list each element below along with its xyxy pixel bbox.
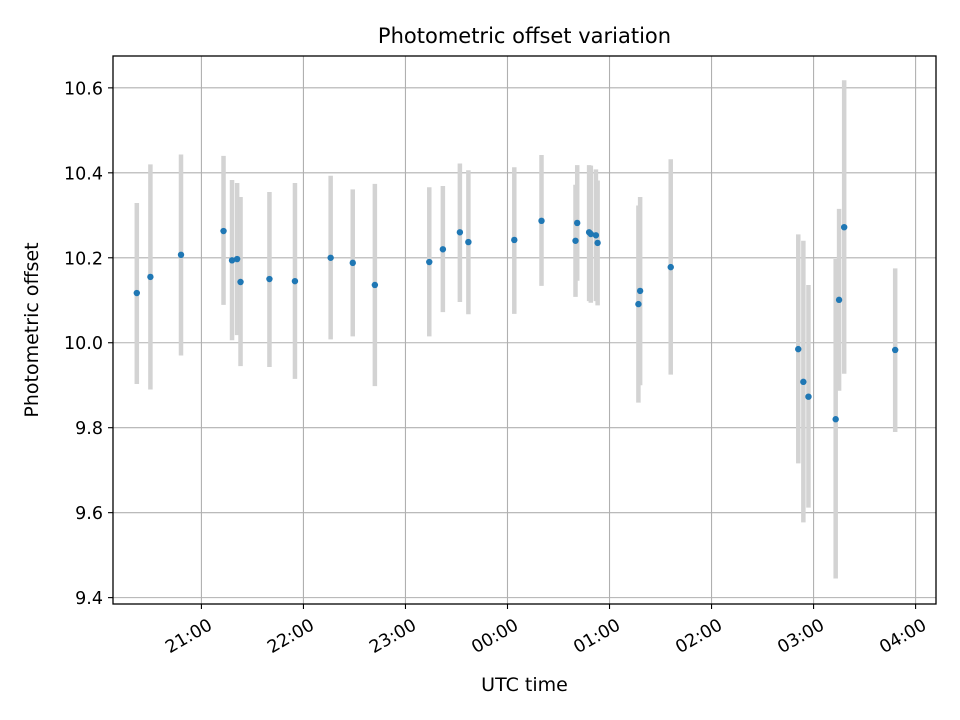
y-tick-label: 9.8 (75, 419, 103, 439)
y-axis-ticks: 9.4 9.6 9.8 10.0 10.2 10.4 10.6 (64, 79, 113, 609)
data-point (795, 345, 802, 353)
y-tick-label: 10.4 (64, 164, 103, 184)
data-point (667, 263, 674, 271)
data-point (594, 239, 601, 247)
data-point (800, 378, 807, 386)
data-point (835, 296, 843, 304)
data-point (572, 237, 579, 244)
plot-frame (112, 55, 937, 605)
y-tick-label: 10.2 (64, 249, 103, 269)
y-tick-label: 10.6 (64, 79, 103, 99)
data-point (349, 259, 356, 267)
data-point (371, 281, 379, 289)
data-point (327, 254, 334, 261)
data-point (574, 219, 581, 227)
data-point (587, 230, 595, 238)
data-point (266, 275, 273, 283)
data-point (237, 278, 244, 286)
y-tick-label: 9.4 (75, 589, 103, 609)
data-point (426, 258, 433, 266)
data-point (456, 229, 464, 236)
data-point (439, 246, 447, 253)
data-point (177, 251, 185, 259)
chart-title: Photometric offset variation (378, 24, 671, 48)
data-point (147, 273, 154, 281)
data-point (538, 217, 545, 225)
data-point (465, 238, 472, 246)
y-axis-label: Photometric offset (21, 242, 43, 417)
data-point (832, 416, 839, 423)
data-point (220, 227, 227, 235)
data-point (891, 346, 899, 354)
data-point (228, 257, 236, 264)
data-point (635, 300, 642, 308)
data-points (133, 217, 899, 423)
data-point (636, 287, 644, 295)
data-point (511, 236, 518, 244)
y-tick-label: 9.6 (75, 504, 103, 524)
y-tick-label: 10.0 (64, 334, 103, 354)
data-point (133, 289, 141, 297)
data-point (840, 223, 848, 231)
data-point (592, 232, 600, 239)
data-point (805, 393, 812, 400)
grid (113, 56, 936, 604)
data-point (291, 277, 299, 285)
x-axis-label: UTC time (481, 674, 568, 696)
data-point (233, 255, 241, 263)
